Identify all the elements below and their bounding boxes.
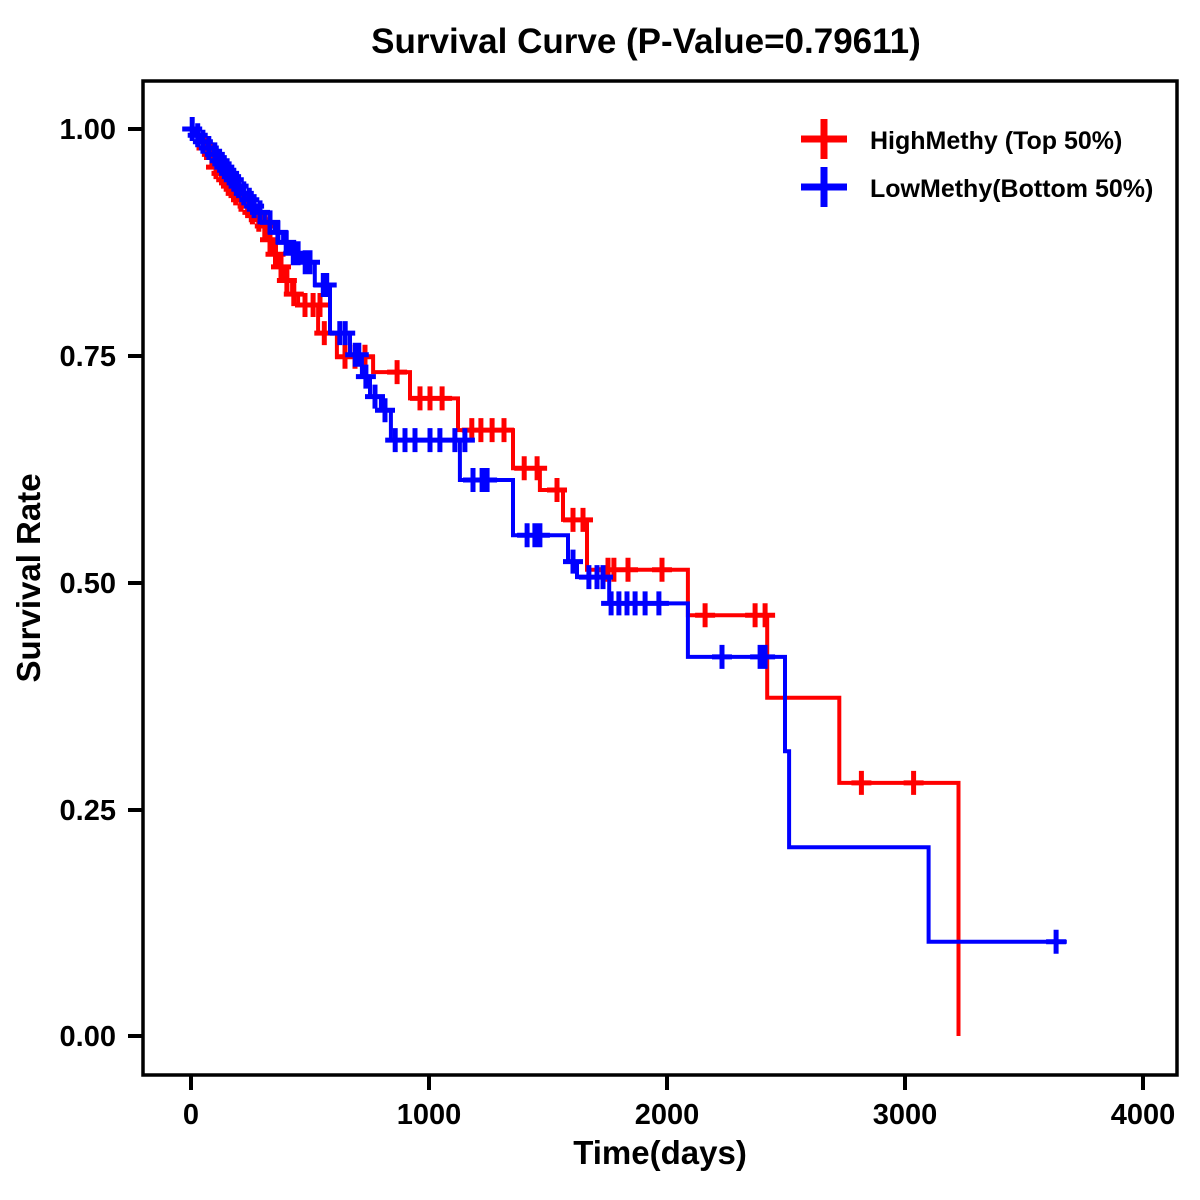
y-tick-label: 0.75 bbox=[60, 341, 116, 373]
x-tick-label: 0 bbox=[183, 1099, 199, 1131]
y-tick-label: 0.00 bbox=[60, 1021, 116, 1053]
legend: HighMethy (Top 50%) LowMethy(Bottom 50%) bbox=[801, 119, 1153, 207]
y-axis-ticks bbox=[128, 127, 143, 1038]
x-tick-label: 1000 bbox=[397, 1099, 462, 1131]
y-tick-label: 0.25 bbox=[60, 795, 116, 827]
x-tick-label: 2000 bbox=[635, 1099, 700, 1131]
curves-layer bbox=[182, 117, 1067, 1036]
censor-marks-lowmethy bbox=[182, 117, 1067, 954]
x-axis-ticks bbox=[189, 1075, 1145, 1090]
y-axis-tick-labels: 1.00 0.75 0.50 0.25 0.00 bbox=[60, 114, 116, 1053]
x-tick-label: 4000 bbox=[1111, 1099, 1176, 1131]
x-axis-tick-labels: 0 1000 2000 3000 4000 bbox=[183, 1099, 1175, 1131]
legend-label-lowmethy: LowMethy(Bottom 50%) bbox=[870, 175, 1153, 203]
x-axis-label: Time(days) bbox=[573, 1134, 747, 1171]
y-tick-label: 1.00 bbox=[60, 114, 116, 146]
survival-curve-lowmethy bbox=[191, 127, 1067, 944]
chart-title: Survival Curve (P-Value=0.79611) bbox=[371, 22, 921, 61]
plot-frame bbox=[141, 79, 1179, 1077]
y-tick-label: 0.50 bbox=[60, 568, 116, 600]
x-tick-label: 3000 bbox=[873, 1099, 938, 1131]
legend-label-highmethy: HighMethy (Top 50%) bbox=[870, 127, 1122, 155]
y-axis-label: Survival Rate bbox=[10, 473, 47, 682]
legend-marker-lowmethy bbox=[801, 167, 847, 207]
legend-marker-highmethy bbox=[801, 119, 847, 159]
